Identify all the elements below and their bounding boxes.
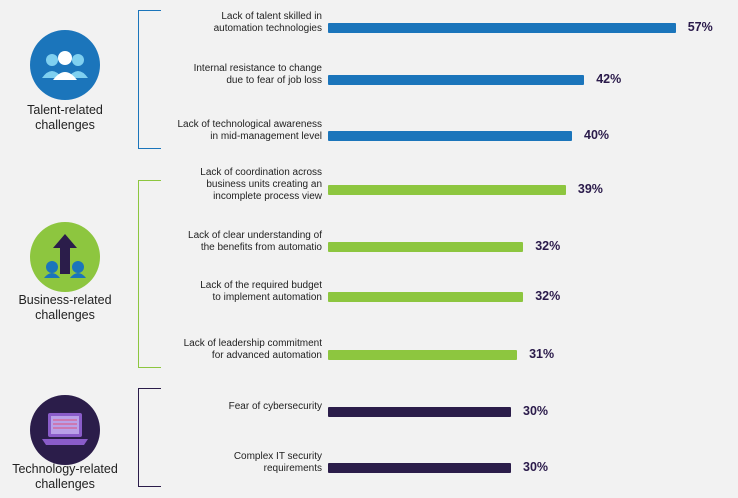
bar-value-label: 32%: [535, 239, 561, 253]
bar: [328, 242, 524, 252]
bar-label-line: to implement automation: [212, 292, 322, 303]
business-group-label: Business-related challenges: [18, 293, 112, 322]
technology-bracket: [138, 388, 161, 487]
bar-label-line: for advanced automation: [211, 350, 322, 361]
bar-label-line: Lack of the required budget: [200, 280, 322, 291]
bar-value-label: 40%: [584, 128, 610, 142]
bar-label-line: automation technologies: [213, 23, 322, 34]
bar-label: Lack of clear understanding of the benefi…: [188, 230, 322, 254]
bar-label: Lack of leadership commitment for advance…: [184, 338, 322, 362]
bar-value-label: 57%: [687, 20, 713, 34]
bar-label: Complex IT security requirements: [234, 451, 322, 475]
bar-label-line: Lack of leadership commitment: [183, 338, 322, 349]
bar-value-label: 39%: [577, 182, 603, 196]
talent-group-label: Talent-related challenges: [27, 103, 103, 132]
bar-label-line: Complex IT security: [233, 451, 322, 462]
laptop-icon: [30, 395, 100, 465]
bar-value-label: 32%: [535, 289, 561, 303]
bar-label-line: the benefits from automatio: [200, 242, 322, 253]
bar-label-line: incomplete process view: [213, 191, 322, 202]
bar-label-line: Lack of talent skilled in: [221, 11, 322, 22]
talent-bracket: [138, 10, 161, 149]
bar-label-line: Internal resistance to change: [193, 63, 322, 74]
bar: [328, 75, 585, 85]
bar-label-line: in mid-management level: [210, 131, 322, 142]
people-icon: [30, 30, 100, 100]
technology-group-label: Technology-related challenges: [12, 462, 118, 491]
bar-label-line: business units creating an: [206, 179, 322, 190]
bar-label-line: due to fear of job loss: [226, 75, 322, 86]
bar-label: Fear of cybersecurity: [229, 401, 322, 413]
bar-value-label: 30%: [523, 460, 549, 474]
bar: [328, 292, 524, 302]
bar-value-label: 30%: [523, 404, 549, 418]
bar-label-line: Lack of technological awareness: [177, 119, 322, 130]
bar: [328, 185, 566, 195]
bar: [328, 463, 511, 473]
bar: [328, 350, 518, 360]
bar-label: Lack of coordination across business unit…: [200, 167, 322, 203]
bar-label-line: Lack of coordination across: [200, 167, 322, 178]
growth-arrow-icon: [30, 222, 100, 292]
bar-label: Lack of technological awareness in mid-ma…: [177, 119, 322, 143]
bar-value-label: 31%: [529, 347, 555, 361]
bar-label-line: requirements: [263, 463, 322, 474]
bar-label: Internal resistance to change due to fear…: [194, 63, 322, 87]
business-bracket: [138, 180, 161, 368]
bar-label-line: Lack of clear understanding of: [188, 230, 322, 241]
bar-value-label: 42%: [596, 72, 622, 86]
bar: [328, 407, 511, 417]
bar: [328, 23, 676, 33]
bar-label: Lack of the required budget to implement …: [200, 280, 322, 304]
bar-label: Lack of talent skilled in automation tech…: [214, 11, 322, 35]
bar: [328, 131, 572, 141]
bar-label-line: Fear of cybersecurity: [228, 401, 322, 412]
